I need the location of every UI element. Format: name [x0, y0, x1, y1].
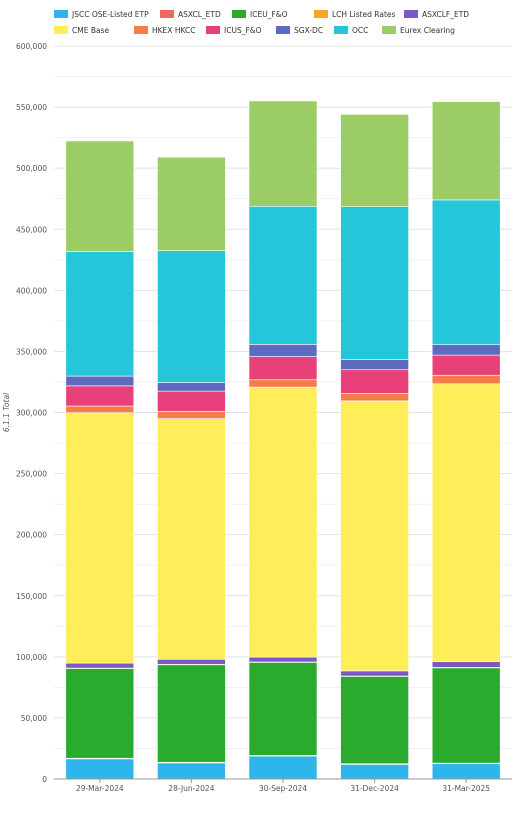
bar-segment[interactable]: [65, 375, 135, 387]
y-tick-label: 600,000: [16, 42, 47, 51]
bar-segment[interactable]: [431, 383, 501, 663]
bars: [65, 100, 501, 780]
bar-segment[interactable]: [157, 762, 226, 780]
y-tick-label: 50,000: [21, 714, 47, 723]
x-tick-label: 31-Dec-2024: [350, 784, 399, 793]
legend-swatch: [334, 26, 348, 34]
y-tick-label: 450,000: [16, 225, 47, 234]
y-tick-label: 250,000: [16, 470, 47, 479]
bar-segment[interactable]: [248, 100, 318, 207]
y-tick-label: 550,000: [16, 103, 47, 112]
bar-segment[interactable]: [248, 386, 318, 658]
legend-item-hkex[interactable]: HKEX HKCC: [134, 26, 206, 35]
legend-swatch: [232, 10, 246, 18]
bar-segment[interactable]: [65, 412, 135, 664]
bar-segment[interactable]: [248, 656, 318, 663]
legend-swatch: [134, 26, 148, 34]
chart-legend: JSCC OSE-Listed ETP ASXCL_ETD ICEU_F&O L…: [54, 6, 524, 38]
x-tick-label: 30-Sep-2024: [259, 784, 307, 793]
legend-swatch: [160, 10, 174, 18]
bar-segment[interactable]: [431, 354, 501, 376]
bar-stack-30-Sep-2024: [248, 100, 318, 780]
legend-swatch: [54, 26, 68, 34]
bar-segment[interactable]: [340, 206, 409, 360]
legend-swatch: [206, 26, 220, 34]
bar-segment[interactable]: [340, 670, 409, 677]
y-axis-title: 6.1.1 Total: [2, 392, 11, 432]
bar-segment[interactable]: [65, 758, 135, 780]
legend-item-occ[interactable]: OCC: [334, 26, 382, 35]
bar-segment[interactable]: [340, 400, 409, 672]
bar-segment[interactable]: [340, 764, 409, 780]
bar-segment[interactable]: [65, 662, 135, 669]
bar-segment[interactable]: [157, 664, 226, 763]
legend-swatch: [54, 10, 68, 18]
y-axis-ticks: 0 50,000 100,000 150,000 200,000 250,000 300,0…: [16, 42, 47, 784]
bar-segment[interactable]: [65, 140, 135, 252]
legend-item-jscc[interactable]: JSCC OSE-Listed ETP: [54, 10, 160, 19]
legend-item-asxcl-etd[interactable]: ASXCL_ETD: [160, 10, 232, 19]
bar-stack-28-Jun-2024: [157, 156, 226, 780]
y-tick-label: 400,000: [16, 286, 47, 295]
legend-swatch: [314, 10, 328, 18]
x-tick-label: 29-Mar-2024: [76, 784, 124, 793]
x-tick-label: 31-Mar-2025: [442, 784, 490, 793]
bar-segment[interactable]: [431, 667, 501, 764]
bar-segment[interactable]: [340, 393, 409, 402]
bar-segment[interactable]: [431, 661, 501, 668]
legend-item-asxclf[interactable]: ASXCLF_ETD: [404, 10, 469, 19]
bar-segment[interactable]: [157, 382, 226, 392]
x-axis-ticks: 29-Mar-2024 28-Jun-2024 30-Sep-2024 31-Dec-…: [76, 779, 490, 793]
y-tick-label: 500,000: [16, 164, 47, 173]
bar-segment[interactable]: [248, 755, 318, 780]
bar-segment[interactable]: [157, 156, 226, 251]
x-tick-label: 28-Jun-2024: [168, 784, 214, 793]
bar-stack-31-Dec-2024: [340, 114, 409, 780]
bar-segment[interactable]: [431, 374, 501, 385]
bar-segment[interactable]: [248, 356, 318, 381]
bar-segment[interactable]: [340, 369, 409, 394]
bar-segment[interactable]: [157, 658, 226, 665]
y-tick-label: 350,000: [16, 347, 47, 356]
legend-item-icus[interactable]: ICUS_F&O: [206, 26, 276, 35]
legend-item-lch[interactable]: LCH Listed Rates: [314, 10, 404, 19]
bar-segment[interactable]: [340, 676, 409, 765]
legend-row-2: CME Base HKEX HKCC ICUS_F&O SGX-DC OCC E…: [54, 22, 524, 38]
legend-swatch: [382, 26, 396, 34]
bar-segment[interactable]: [157, 418, 226, 660]
bar-segment[interactable]: [340, 114, 409, 207]
legend-row-1: JSCC OSE-Listed ETP ASXCL_ETD ICEU_F&O L…: [54, 6, 524, 22]
bar-segment[interactable]: [65, 385, 135, 407]
bar-segment[interactable]: [157, 390, 226, 412]
legend-item-sgx[interactable]: SGX-DC: [276, 26, 334, 35]
bar-stack-29-Mar-2024: [65, 140, 135, 780]
y-tick-label: 150,000: [16, 592, 47, 601]
y-tick-label: 300,000: [16, 409, 47, 418]
bar-segment[interactable]: [65, 405, 135, 414]
bar-segment[interactable]: [431, 763, 501, 780]
bar-segment[interactable]: [65, 668, 135, 759]
bar-segment[interactable]: [431, 199, 501, 345]
bar-segment[interactable]: [248, 379, 318, 388]
bar-segment[interactable]: [431, 344, 501, 356]
bar-segment[interactable]: [157, 250, 226, 383]
bar-segment[interactable]: [248, 205, 318, 345]
y-tick-label: 100,000: [16, 653, 47, 662]
legend-swatch: [276, 26, 290, 34]
y-tick-label: 0: [42, 775, 47, 784]
bar-segment[interactable]: [248, 662, 318, 756]
bar-segment[interactable]: [431, 101, 501, 201]
y-tick-label: 200,000: [16, 531, 47, 540]
legend-item-cme[interactable]: CME Base: [54, 26, 134, 35]
bar-segment[interactable]: [340, 359, 409, 371]
legend-swatch: [404, 10, 418, 18]
bar-stack-31-Mar-2025: [431, 101, 501, 780]
legend-item-eurex[interactable]: Eurex Clearing: [382, 26, 455, 35]
bar-segment[interactable]: [248, 344, 318, 357]
bar-segment[interactable]: [65, 251, 135, 377]
bar-segment[interactable]: [157, 410, 226, 419]
legend-item-iceu[interactable]: ICEU_F&O: [232, 10, 314, 19]
